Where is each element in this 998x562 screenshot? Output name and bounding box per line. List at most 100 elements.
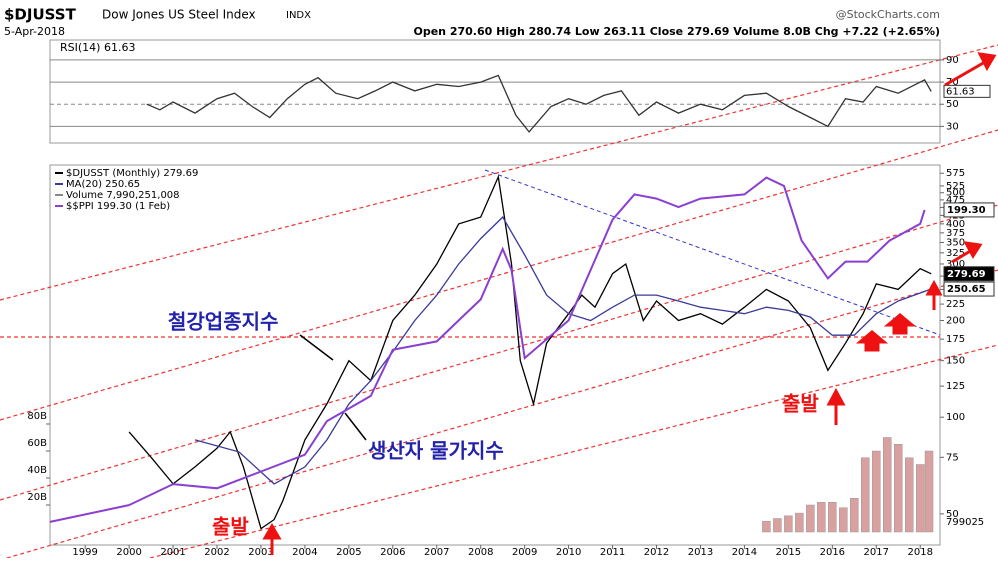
arrow-head <box>963 241 983 259</box>
x-tick-label: 2005 <box>336 547 361 558</box>
volume-bar <box>773 518 782 533</box>
exchange: INDX <box>286 10 311 21</box>
price-frame <box>49 164 941 546</box>
channel-line <box>0 129 998 421</box>
symbol: $DJUSST <box>4 6 77 24</box>
legend-entry: Volume 7,990,251,008 <box>66 190 180 201</box>
x-tick-label: 2004 <box>292 547 317 558</box>
pointer <box>299 334 334 361</box>
arrow-head <box>925 279 943 296</box>
volume-bar <box>883 437 892 533</box>
arrow <box>944 60 986 87</box>
volume-bar <box>850 498 859 533</box>
rsi-frame <box>49 39 941 144</box>
arrow-head <box>977 52 997 72</box>
pointer <box>344 412 367 441</box>
y-tick-label: 70 <box>946 77 959 88</box>
volume-bar <box>915 464 925 533</box>
legend-entry: MA(20) 250.65 <box>66 179 140 190</box>
volume-bar <box>904 457 914 533</box>
volume-bar <box>817 502 826 533</box>
annotation: 출발 <box>212 515 249 539</box>
value-tag-label: 199.30 <box>947 205 986 216</box>
volume-bar <box>784 515 793 533</box>
channel-lines <box>0 44 998 561</box>
volume-bar <box>893 444 903 533</box>
x-tick-label: 2017 <box>864 547 889 558</box>
volume-bar <box>861 457 870 533</box>
value-tag <box>943 281 995 297</box>
quote: Open 270.60 High 280.74 Low 263.11 Close… <box>413 25 940 38</box>
y-tick-label: 60B <box>27 438 47 449</box>
y-tick-label: 50 <box>946 99 959 110</box>
volume-bar <box>806 504 815 533</box>
x-tick-label: 2001 <box>160 547 185 558</box>
x-tick-label: 2002 <box>204 547 229 558</box>
y-tick-label: 75 <box>946 452 959 463</box>
volume-bar <box>795 512 804 533</box>
y-tick-label: 400 <box>946 219 965 230</box>
x-tick-label: 2009 <box>512 547 537 558</box>
arrow-head <box>855 330 889 352</box>
x-tick-label: 2007 <box>424 547 449 558</box>
series-line <box>194 216 932 485</box>
channel-line <box>0 269 998 561</box>
arrow-head <box>262 523 282 540</box>
legend-entry: RSI(14) 61.63 <box>60 41 135 54</box>
value-tag-label: 799025 <box>946 517 984 528</box>
annotation: 출발 <box>782 392 819 416</box>
source: @StockCharts.com <box>836 8 940 21</box>
y-tick-label: 20B <box>27 492 47 503</box>
date: 5-Apr-2018 <box>4 25 65 38</box>
y-tick-label: 175 <box>946 334 965 345</box>
arrow-head <box>826 387 846 406</box>
volume-bar <box>924 450 934 533</box>
series-line <box>49 176 926 523</box>
y-tick-label: 100 <box>946 412 965 423</box>
x-tick-label: 2011 <box>600 547 625 558</box>
x-tick-label: 2012 <box>644 547 669 558</box>
x-tick-label: 2000 <box>116 547 141 558</box>
x-tick-label: 2018 <box>907 547 932 558</box>
y-tick-label: 50 <box>946 509 959 520</box>
volume-bar <box>872 450 881 533</box>
x-tick-label: 2008 <box>468 547 493 558</box>
y-tick-label: 525 <box>946 181 965 192</box>
y-tick-label: 40B <box>27 465 47 476</box>
value-tag <box>943 84 991 98</box>
value-tag-label: 61.63 <box>946 86 975 97</box>
x-tick-label: 2006 <box>380 547 405 558</box>
volume-bar <box>839 507 848 533</box>
channel-line <box>0 44 998 301</box>
y-tick-label: 200 <box>946 316 965 327</box>
legend-entry: $DJUSST (Monthly) 279.69 <box>66 168 198 179</box>
channel-line <box>0 204 998 501</box>
y-tick-label: 350 <box>946 237 965 248</box>
value-tag-label: 250.65 <box>947 284 986 295</box>
plots: 30 50 70 90 RSI(14) 61.63 61.63 50 75 100 125 150 1… <box>27 41 995 558</box>
y-tick-label: 575 <box>946 168 965 179</box>
y-tick-label: 90 <box>946 55 959 66</box>
arrow-head <box>883 313 917 335</box>
x-tick-label: 2013 <box>688 547 713 558</box>
series-line <box>128 174 932 530</box>
y-tick-label: 375 <box>946 228 965 239</box>
value-tag <box>943 266 995 282</box>
trend-line <box>484 169 941 336</box>
y-tick-label: 80B <box>27 411 47 422</box>
volume-bar <box>828 502 837 533</box>
legend-entry: $$PPI 199.30 (1 Feb) <box>66 201 170 212</box>
x-tick-label: 2015 <box>776 547 801 558</box>
x-tick-label: 2003 <box>248 547 273 558</box>
y-tick-label: 125 <box>946 381 965 392</box>
y-tick-label: 500 <box>946 188 965 199</box>
arrows <box>262 52 997 555</box>
annotation: 생산자 물가지수 <box>368 439 504 463</box>
y-tick-label: 30 <box>946 121 959 132</box>
index-name: Dow Jones US Steel Index <box>102 8 256 22</box>
value-tag <box>943 202 995 218</box>
x-tick-label: 2016 <box>820 547 845 558</box>
